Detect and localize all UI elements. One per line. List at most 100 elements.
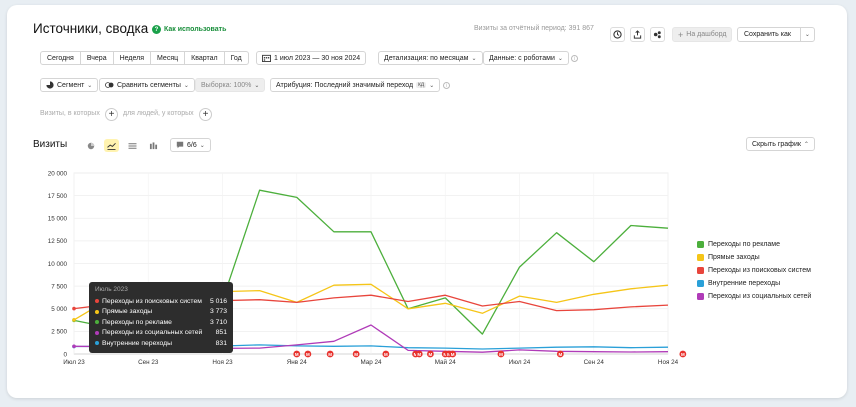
share-icon-button[interactable]	[650, 27, 665, 42]
annotation-marker: М	[382, 350, 390, 358]
legend-swatch	[697, 241, 704, 248]
chart-legend: Переходы по рекламе Прямые заходы Перехо…	[697, 238, 811, 303]
date-range-picker[interactable]: 1 июл 2023 — 30 ноя 2024	[256, 51, 367, 65]
data-select[interactable]: Данные: с роботами ⌄	[483, 51, 569, 65]
annotation-label: М	[558, 352, 562, 357]
legend-item-direct[interactable]: Прямые заходы	[697, 251, 811, 264]
tooltip-name: Переходы из социальных сетей	[102, 329, 203, 337]
y-axis: 0 2 500 5 000 7 500 10 000 12 500 15 000 17 500…	[48, 170, 68, 358]
legend-item-search[interactable]: Переходы из поисковых систем	[697, 264, 811, 277]
chevron-down-icon: ⌄	[429, 82, 435, 89]
legend-item-internal[interactable]: Внутренние переходы	[697, 277, 811, 290]
detail-select[interactable]: Детализация: по месяцам ⌄	[378, 51, 483, 65]
how-to-use-link[interactable]: ? Как использовать	[152, 25, 226, 34]
legend-item-ads[interactable]: Переходы по рекламе	[697, 238, 811, 251]
annotation-marker: М	[415, 350, 423, 358]
tooltip-value: 3 773	[209, 308, 227, 316]
annotation-label: М	[306, 352, 310, 357]
annotation-marker: М	[293, 350, 301, 358]
tooltip-name: Переходы по рекламе	[102, 318, 172, 326]
chevron-down-icon: ⌄	[183, 82, 189, 89]
y-tick-label: 2 500	[51, 329, 67, 336]
series-selector[interactable]: 6/6 ⌄	[170, 138, 211, 152]
add-visit-condition-button[interactable]: +	[105, 108, 118, 121]
help-icon: ?	[152, 25, 161, 34]
annotation-label: М	[384, 352, 388, 357]
export-icon	[633, 30, 642, 39]
chart-type-bar[interactable]	[146, 139, 161, 152]
attribution-select[interactable]: Атрибуция: Последний значимый переход кд…	[270, 78, 441, 92]
tooltip-name: Внутренние переходы	[102, 339, 173, 347]
compare-segments-button[interactable]: Сравнить сегменты ⌄	[99, 78, 195, 92]
chart-type-area[interactable]	[125, 139, 140, 152]
period-week[interactable]: Неделя	[113, 51, 152, 65]
save-as-dropdown[interactable]: ⌄	[799, 28, 814, 41]
plus-icon: +	[202, 108, 209, 120]
annotation-label: М	[328, 352, 332, 357]
legend-swatch	[697, 267, 704, 274]
y-tick-label: 20 000	[48, 170, 68, 177]
people-where-label: для людей, у которых	[123, 110, 194, 117]
y-tick-label: 5 000	[51, 306, 67, 313]
annotation-label: М	[681, 352, 685, 357]
annotation-marker: М	[497, 350, 505, 358]
chart-tooltip: Июль 2023 Переходы из поисковых систем 5 …	[89, 282, 233, 353]
sampling-label: Выборка: 100%	[201, 81, 252, 89]
bar-chart-icon	[149, 141, 158, 149]
data-label: Данные: с роботами	[489, 54, 555, 62]
tooltip-row: Переходы из поисковых систем 5 016	[95, 296, 227, 307]
period-year[interactable]: Год	[224, 51, 249, 65]
to-dashboard-button[interactable]: + На дашборд	[672, 27, 733, 42]
y-tick-label: 7 500	[51, 283, 67, 290]
legend-swatch	[697, 254, 704, 261]
pie-icon	[46, 81, 54, 89]
legend-swatch	[697, 280, 704, 287]
period-today[interactable]: Сегодня	[40, 51, 81, 65]
tooltip-dot	[95, 341, 99, 346]
share-icon	[653, 31, 661, 39]
chart-type-pie[interactable]	[83, 139, 98, 152]
tooltip-dot	[95, 320, 99, 325]
y-tick-label: 12 500	[48, 238, 68, 245]
tooltip-value: 5 016	[209, 297, 227, 305]
segment-button[interactable]: Сегмент ⌄	[40, 78, 99, 92]
add-people-condition-button[interactable]: +	[199, 108, 212, 121]
period-quarter[interactable]: Квартал	[185, 51, 225, 65]
tooltip-row: Переходы из социальных сетей 851	[95, 328, 227, 339]
info-icon[interactable]: i	[443, 82, 450, 89]
tooltip-name: Прямые заходы	[102, 308, 153, 316]
attribution-label: Атрибуция: Последний значимый переход	[276, 81, 414, 89]
annotation-dot	[326, 350, 334, 358]
speech-bubble-icon	[176, 141, 184, 149]
chevron-down-icon: ⌄	[557, 55, 563, 62]
tooltip-name: Переходы из поисковых систем	[102, 297, 202, 305]
annotation-marker: М	[326, 350, 334, 358]
clock-icon-button[interactable]	[610, 27, 625, 42]
save-as-label: Сохранить как	[744, 31, 791, 38]
chevron-down-icon: ⌄	[199, 142, 205, 149]
y-tick-label: 10 000	[48, 261, 68, 268]
x-tick-label: Май 24	[435, 358, 457, 366]
annotation-marker: М	[449, 350, 457, 358]
annotation-marker: М	[352, 350, 360, 358]
chart-type-line[interactable]	[104, 139, 119, 152]
series-point	[72, 344, 76, 349]
legend-item-social[interactable]: Переходы из социальных сетей	[697, 290, 811, 303]
visits-where-label: Визиты, в которых	[40, 110, 100, 117]
tooltip-dot	[95, 299, 99, 304]
calendar-icon	[262, 54, 271, 62]
hide-chart-button[interactable]: Скрыть график ⌃	[746, 137, 815, 151]
annotation-dot	[382, 350, 390, 358]
chevron-down-icon: ⌄	[254, 82, 260, 89]
period-month[interactable]: Месяц	[151, 51, 186, 65]
sampling-select[interactable]: Выборка: 100% ⌄	[195, 78, 266, 92]
annotation-dot	[352, 350, 360, 358]
period-yesterday[interactable]: Вчера	[80, 51, 114, 65]
how-to-use-label: Как использовать	[164, 26, 227, 33]
legend-swatch	[697, 293, 704, 300]
export-icon-button[interactable]	[630, 27, 645, 42]
info-icon[interactable]: i	[571, 55, 578, 62]
save-as-button[interactable]: Сохранить как ⌄	[737, 27, 815, 42]
tooltip-row: Внутренние переходы 831	[95, 338, 227, 349]
legend-label: Внутренние переходы	[708, 280, 781, 287]
